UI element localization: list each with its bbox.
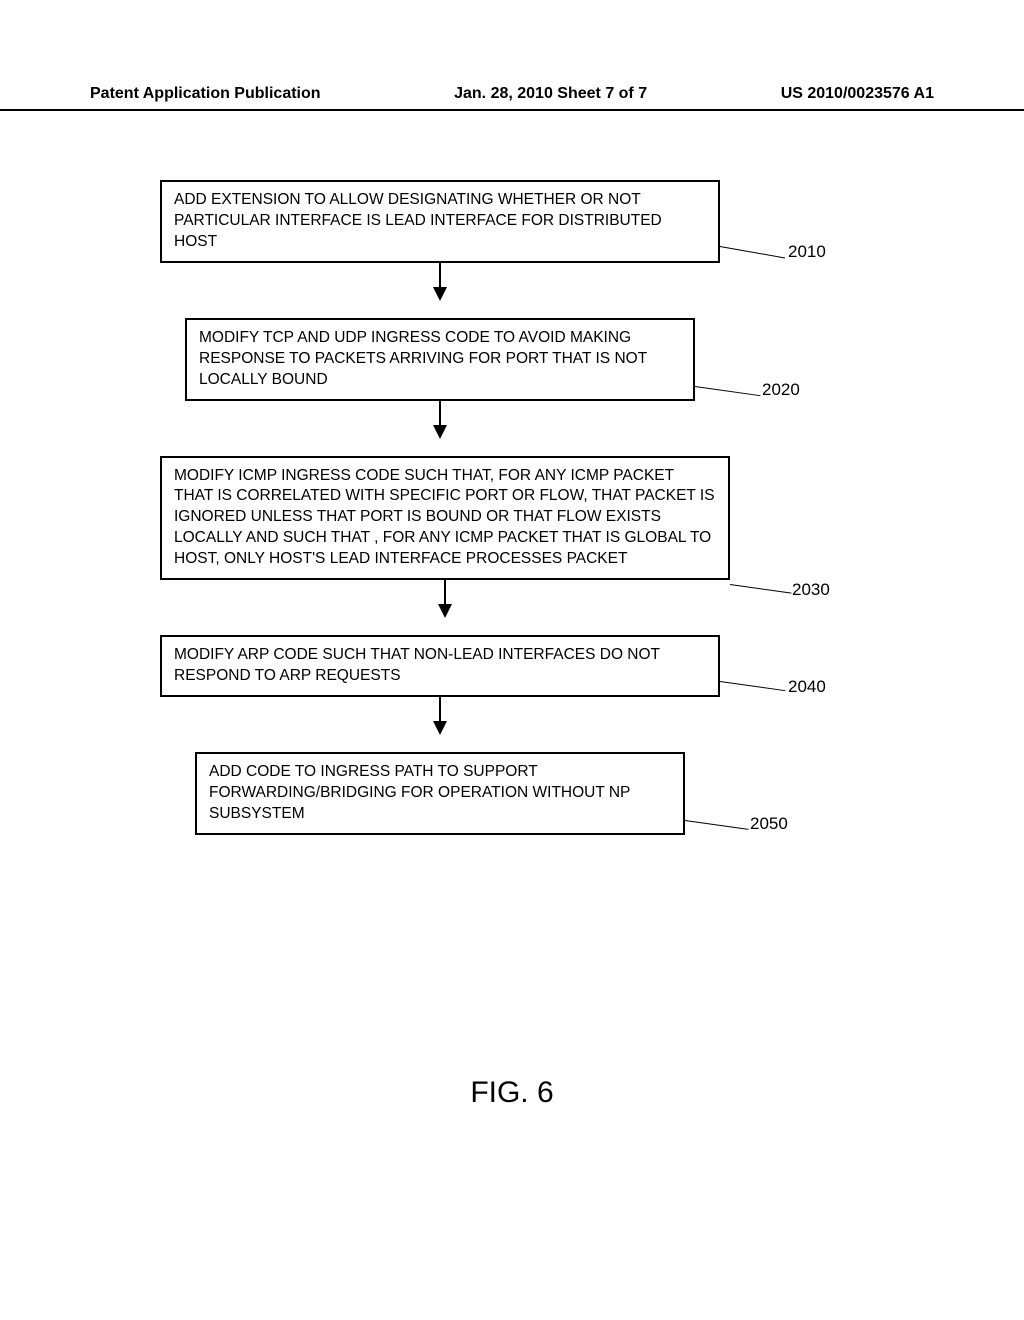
flowchart: ADD EXTENSION TO ALLOW DESIGNATING WHETH… (160, 180, 780, 890)
flow-arrow (439, 695, 441, 733)
reference-number: 2050 (750, 814, 788, 834)
flowchart-step: MODIFY ARP CODE SUCH THAT NON-LEAD INTER… (160, 635, 780, 697)
reference-number: 2030 (792, 580, 830, 600)
flowchart-step: ADD EXTENSION TO ALLOW DESIGNATING WHETH… (160, 180, 780, 263)
reference-leader-line (720, 681, 785, 691)
patent-header: Patent Application Publication Jan. 28, … (0, 85, 1024, 111)
reference-leader-line (695, 386, 760, 396)
reference-number: 2010 (788, 242, 826, 262)
flowchart-step: MODIFY TCP AND UDP INGRESS CODE TO AVOID… (160, 318, 780, 401)
flowchart-box: ADD EXTENSION TO ALLOW DESIGNATING WHETH… (160, 180, 720, 263)
flow-arrow (439, 399, 441, 437)
reference-number: 2040 (788, 677, 826, 697)
flowchart-box: MODIFY TCP AND UDP INGRESS CODE TO AVOID… (185, 318, 695, 401)
header-right: US 2010/0023576 A1 (781, 85, 934, 103)
reference-number: 2020 (762, 380, 800, 400)
reference-leader-line (730, 584, 792, 594)
flow-arrow (439, 261, 441, 299)
figure-label: FIG. 6 (0, 1076, 1024, 1110)
flowchart-step: ADD CODE TO INGRESS PATH TO SUPPORT FORW… (160, 752, 780, 835)
flowchart-box: ADD CODE TO INGRESS PATH TO SUPPORT FORW… (195, 752, 685, 835)
reference-leader-line (685, 820, 749, 830)
flowchart-box: MODIFY ARP CODE SUCH THAT NON-LEAD INTER… (160, 635, 720, 697)
header-left: Patent Application Publication (90, 85, 321, 103)
flowchart-box: MODIFY ICMP INGRESS CODE SUCH THAT, FOR … (160, 456, 730, 581)
reference-leader-line (720, 246, 785, 258)
header-center: Jan. 28, 2010 Sheet 7 of 7 (454, 85, 647, 103)
flow-arrow (444, 578, 446, 616)
flowchart-step: MODIFY ICMP INGRESS CODE SUCH THAT, FOR … (160, 456, 780, 581)
